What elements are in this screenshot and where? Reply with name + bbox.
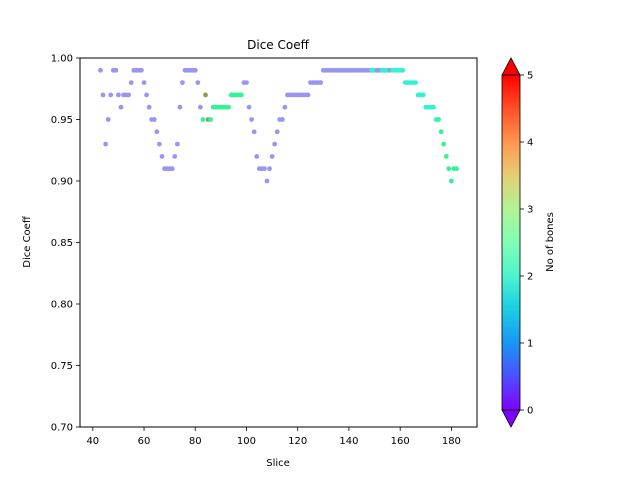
chart-title: Dice Coeff [247, 38, 309, 52]
data-point [244, 80, 249, 85]
data-point [105, 117, 111, 122]
data-point [448, 178, 454, 184]
data-point [269, 154, 275, 159]
data-point [151, 117, 157, 122]
data-point [139, 67, 144, 73]
x-tick-label: 180 [442, 436, 461, 447]
data-point [169, 166, 175, 172]
x-axis-label: Slice [266, 458, 290, 469]
data-point [246, 104, 252, 110]
data-point [177, 104, 183, 110]
y-tick-label: 0.90 [51, 177, 73, 188]
data-point [174, 141, 180, 147]
data-point [100, 92, 106, 98]
data-point [208, 117, 214, 122]
data-point [436, 117, 441, 122]
data-point [157, 141, 162, 147]
data-point [126, 92, 132, 98]
data-point [118, 104, 124, 110]
colorbar-gradient [502, 75, 520, 410]
x-tick-label: 80 [189, 436, 202, 447]
data-point [441, 141, 447, 147]
data-point [128, 80, 134, 85]
data-point [180, 80, 185, 85]
y-tick-label: 0.75 [51, 361, 73, 372]
data-point [141, 80, 147, 85]
data-point [400, 67, 406, 73]
data-point [454, 166, 459, 172]
data-point [238, 92, 244, 98]
data-point [195, 80, 201, 85]
data-point [305, 92, 311, 98]
data-point [103, 141, 109, 147]
colorbar-tick-label: 2 [527, 272, 533, 283]
colorbar-frame [501, 74, 521, 411]
y-tick-label: 0.95 [51, 115, 73, 126]
data-point [226, 104, 231, 110]
scatter-points [98, 67, 459, 184]
y-tick-label: 1.00 [51, 54, 73, 65]
data-point [420, 92, 426, 98]
data-point [254, 154, 260, 159]
data-point [272, 141, 278, 147]
data-point [108, 92, 114, 98]
y-axis: 0.70 0.75 0.80 0.85 0.90 0.95 1.00 [51, 54, 80, 434]
colorbar-tick-label: 3 [527, 205, 533, 216]
colorbar-tick-label: 5 [527, 71, 533, 82]
data-point [438, 129, 444, 135]
y-axis-label: Dice Coeff [22, 215, 33, 268]
data-point [200, 117, 206, 122]
x-tick-label: 140 [339, 436, 358, 447]
data-point [144, 92, 149, 98]
data-point [159, 154, 165, 159]
colorbar-ticks: 0 1 2 3 4 5 [520, 71, 533, 417]
data-point [192, 67, 198, 73]
data-point [318, 80, 324, 85]
data-point [172, 154, 178, 159]
data-point [116, 92, 121, 98]
data-point [146, 104, 152, 110]
colorbar-tick-label: 1 [527, 339, 533, 350]
data-point [282, 104, 288, 110]
data-point [203, 92, 208, 98]
data-point [264, 178, 270, 184]
data-point [446, 166, 452, 172]
x-tick-label: 100 [237, 436, 256, 447]
colorbar: 0 1 2 3 4 5 No of bones [501, 57, 556, 428]
y-tick-label: 0.85 [51, 238, 73, 249]
data-point [443, 154, 449, 159]
data-point [431, 104, 436, 110]
x-tick-label: 40 [86, 436, 99, 447]
x-tick-label: 120 [288, 436, 307, 447]
data-point [154, 129, 160, 135]
data-point [274, 129, 280, 135]
x-tick-label: 60 [138, 436, 151, 447]
data-point [197, 104, 203, 110]
data-point [279, 117, 285, 122]
data-point [262, 166, 267, 172]
data-point [251, 129, 257, 135]
data-point [267, 166, 272, 172]
data-point [98, 67, 103, 73]
y-tick-label: 0.80 [51, 300, 73, 311]
colorbar-label: No of bones [545, 212, 556, 272]
data-point [413, 80, 418, 85]
x-tick-label: 160 [391, 436, 410, 447]
x-axis: 40 60 80 100 120 140 160 180 [86, 427, 461, 447]
colorbar-tick-label: 4 [527, 138, 533, 149]
data-point [249, 117, 255, 122]
data-point [113, 67, 119, 73]
colorbar-tick-label: 0 [527, 406, 533, 417]
y-tick-label: 0.70 [51, 423, 73, 434]
